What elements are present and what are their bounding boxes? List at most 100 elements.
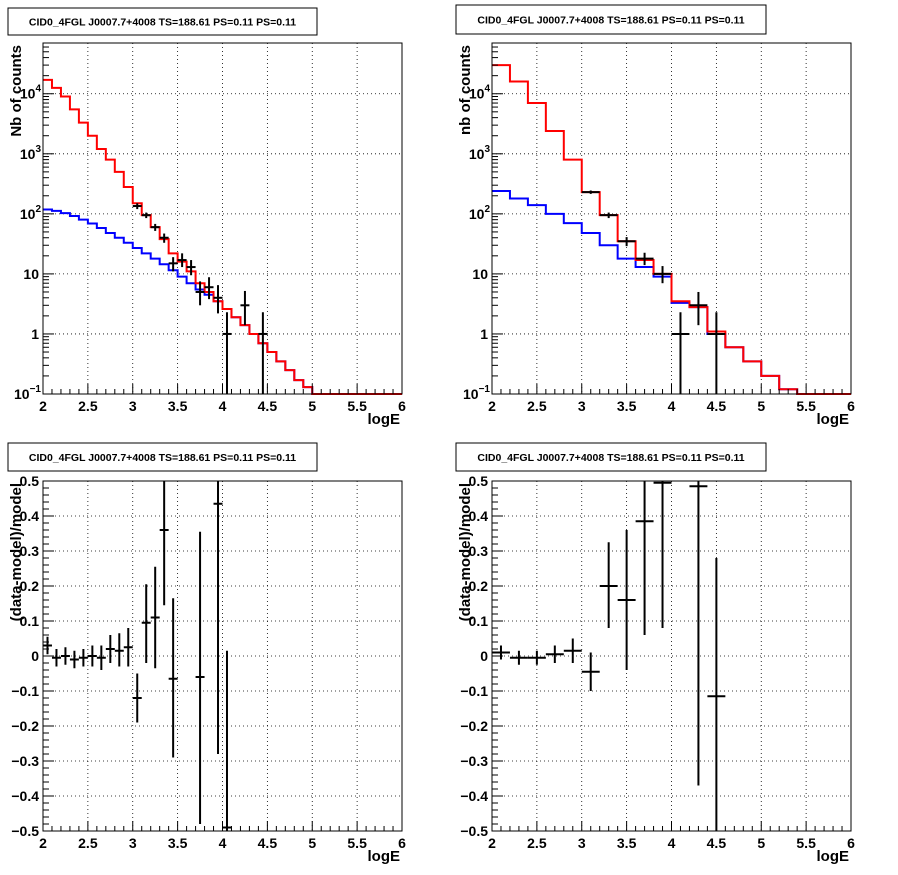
x-tick-label: 3.5 <box>168 835 188 851</box>
x-tick-label: 2 <box>39 398 47 414</box>
x-tick-label: 5 <box>308 398 316 414</box>
y-tick-label: −0.4 <box>11 788 39 804</box>
x-tick-label: 4.5 <box>707 398 727 414</box>
y-tick-label: 0.5 <box>20 473 40 489</box>
panel-residuals-right: CID0_4FGL J0007.7+4008 TS=188.61 PS=0.11… <box>455 442 855 865</box>
data-point <box>213 285 223 314</box>
data-point <box>51 649 61 667</box>
data-point <box>141 212 151 219</box>
x-tick-label: 4 <box>219 398 227 414</box>
data-point <box>492 645 510 660</box>
x-tick-label: 3 <box>578 398 586 414</box>
data-point <box>195 531 205 824</box>
data-points <box>132 203 268 394</box>
x-tick-label: 6 <box>847 398 855 414</box>
y-tick-label: −0.1 <box>460 683 488 699</box>
y-tick-label: 10−1 <box>463 384 490 402</box>
data-point <box>132 673 142 723</box>
data-point <box>581 652 600 691</box>
data-point <box>617 237 636 247</box>
x-tick-label: 2.5 <box>78 835 98 851</box>
y-tick-label: 10 <box>472 266 488 282</box>
y-tick-label: 10 <box>23 266 39 282</box>
x-tick-label: 5 <box>308 835 316 851</box>
x-tick-label: 3.5 <box>168 398 188 414</box>
data-point <box>123 628 133 667</box>
y-axis-ticks: 10−1 1 10 102 103 104 <box>463 42 503 402</box>
x-tick-label: 3 <box>578 835 586 851</box>
panel-title-box: CID0_4FGL J0007.7+4008 TS=188.61 PS=0.11… <box>455 442 767 472</box>
x-tick-label: 2.5 <box>527 398 547 414</box>
data-point <box>599 542 618 628</box>
y-tick-label: 1 <box>480 326 488 342</box>
x-tick-label: 5.5 <box>347 398 367 414</box>
data-point <box>96 645 106 670</box>
x-tick-label: 6 <box>847 835 855 851</box>
x-axis-label: logE <box>368 411 401 428</box>
x-axis-ticks: 2 2.5 3 3.5 4 4.5 5 5.5 6 <box>39 384 406 414</box>
data-point <box>653 481 672 628</box>
data-point <box>707 558 726 831</box>
y-tick-label: −0.1 <box>11 683 39 699</box>
data-point <box>635 481 654 635</box>
data-points <box>581 190 726 394</box>
data-point <box>60 647 70 665</box>
x-tick-label: 6 <box>398 398 406 414</box>
x-tick-label: 2 <box>488 835 496 851</box>
x-axis-ticks: 2 2.5 3 3.5 4 4.5 5 5.5 6 <box>39 821 406 851</box>
data-point <box>114 633 124 667</box>
x-tick-label: 2.5 <box>78 398 98 414</box>
x-tick-label: 3 <box>129 398 137 414</box>
y-axis-ticks: −0.5 −0.4 −0.3 −0.2 −0.1 0 0.1 0.2 0.3 0.4 0.5 <box>11 473 54 839</box>
y-axis-label: Nb of counts <box>8 45 25 137</box>
x-tick-label: 6 <box>398 835 406 851</box>
title-frame <box>7 7 318 36</box>
data-point <box>545 645 564 663</box>
data-point <box>195 281 205 306</box>
total-model-histogram <box>43 78 402 395</box>
data-point <box>204 277 214 300</box>
data-point <box>599 212 618 219</box>
data-point <box>150 566 160 669</box>
data-point <box>222 312 232 394</box>
y-tick-label: 10−1 <box>14 384 41 402</box>
panel-residuals-left: CID0_4FGL J0007.7+4008 TS=188.61 PS=0.11… <box>7 442 406 865</box>
y-tick-label: 1 <box>31 326 39 342</box>
y-tick-label: 0 <box>31 648 39 664</box>
panel-counts-right: CID0_4FGL J0007.7+4008 TS=188.61 PS=0.11… <box>455 4 855 428</box>
x-tick-label: 5 <box>757 398 765 414</box>
data-point <box>168 598 178 758</box>
x-axis-label: logE <box>817 411 850 428</box>
x-tick-label: 2 <box>488 398 496 414</box>
data-point <box>581 190 600 194</box>
x-tick-label: 4 <box>668 398 676 414</box>
y-tick-label: −0.5 <box>11 823 39 839</box>
x-tick-label: 2 <box>39 835 47 851</box>
y-tick-label: −0.2 <box>11 718 39 734</box>
data-point <box>159 233 169 243</box>
x-tick-label: 2.5 <box>527 835 547 851</box>
data-point <box>689 291 708 326</box>
panel-title: CID0_4FGL J0007.7+4008 TS=188.61 PS=0.11… <box>477 15 744 27</box>
y-tick-label: 102 <box>20 204 42 222</box>
x-tick-label: 4.5 <box>707 835 727 851</box>
data-point <box>105 635 115 663</box>
x-axis-ticks: 2 2.5 3 3.5 4 4.5 5 5.5 6 <box>488 384 855 414</box>
panel-title: CID0_4FGL J0007.7+4008 TS=188.61 PS=0.11… <box>29 452 296 464</box>
data-point <box>213 481 223 754</box>
data-point <box>689 481 708 786</box>
data-point <box>527 650 546 665</box>
grid-lines <box>43 43 402 394</box>
x-tick-label: 4.5 <box>258 398 278 414</box>
x-tick-label: 3.5 <box>617 835 637 851</box>
data-point <box>258 312 268 394</box>
y-axis-ticks: 10−1 1 10 102 103 104 <box>14 42 54 402</box>
y-axis-label: (data-model)/model <box>457 483 474 621</box>
data-point <box>707 312 726 394</box>
x-tick-label: 5.5 <box>796 835 816 851</box>
y-axis-ticks: −0.5 −0.4 −0.3 −0.2 −0.1 0 0.1 0.2 0.3 0.4 0.5 <box>460 473 503 839</box>
y-tick-label: −0.5 <box>460 823 488 839</box>
data-point <box>635 252 654 266</box>
